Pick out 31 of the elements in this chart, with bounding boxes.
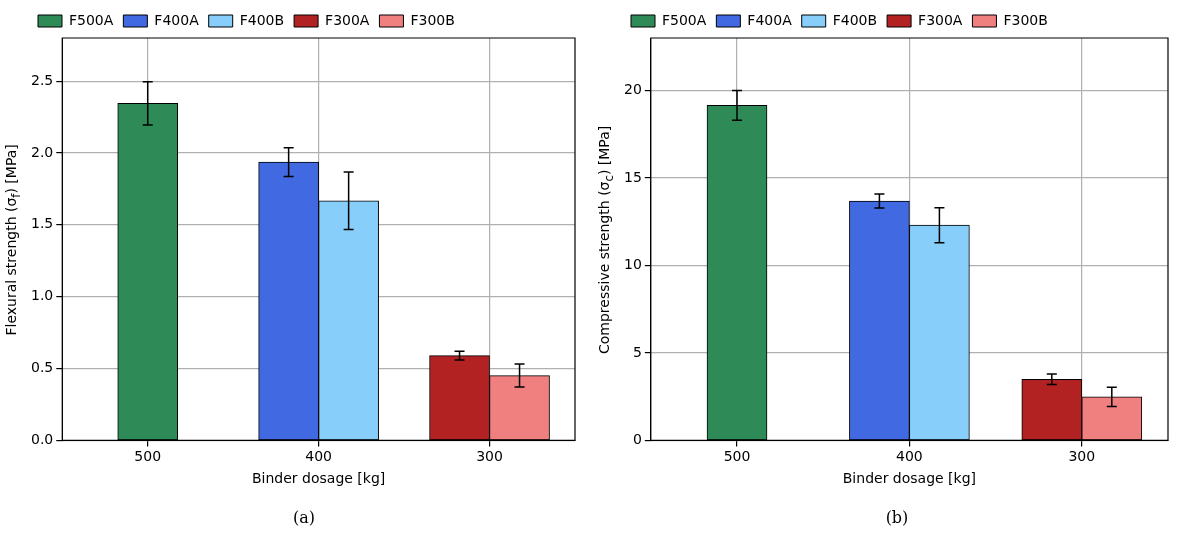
legend-label: F500A [662,11,707,28]
y-tick-label: 5 [632,343,642,360]
text: (a) [292,508,316,527]
text: (b) [884,508,910,527]
y-tick-label: 10 [623,256,642,273]
y-tick-label: 20 [623,81,642,98]
y-tick-label: 1.5 [31,215,54,232]
y-tick-label: 0 [632,431,642,448]
x-tick-label: 500 [134,448,162,465]
x-tick-label: 400 [305,448,332,465]
x-axis-title: Binder dosage [kg] [251,470,386,487]
legend-label: F300A [325,11,370,28]
legend-label: F300B [1003,11,1048,28]
legend-label: F400A [747,11,793,28]
x-tick-label: 300 [476,448,503,465]
y-tick-label: 2.5 [31,71,54,88]
y-tick-label: 15 [623,168,642,185]
legend-label: F300A [918,11,963,28]
y-tick-label: 2.0 [31,143,54,160]
y-tick-label: 0.5 [31,359,54,376]
x-axis-title: Binder dosage [kg] [842,470,977,487]
legend-label: F400A [154,11,200,28]
x-tick-label: 500 [723,448,751,465]
y-tick-label: 0.0 [31,431,54,448]
legend-label: F500A [69,11,114,28]
x-tick-label: 400 [896,448,923,465]
legend-label: F400B [832,11,878,28]
legend-label: F400B [239,11,285,28]
y-tick-label: 1.0 [31,287,54,304]
x-tick-label: 300 [1068,448,1096,465]
legend-label: F300B [410,11,455,28]
